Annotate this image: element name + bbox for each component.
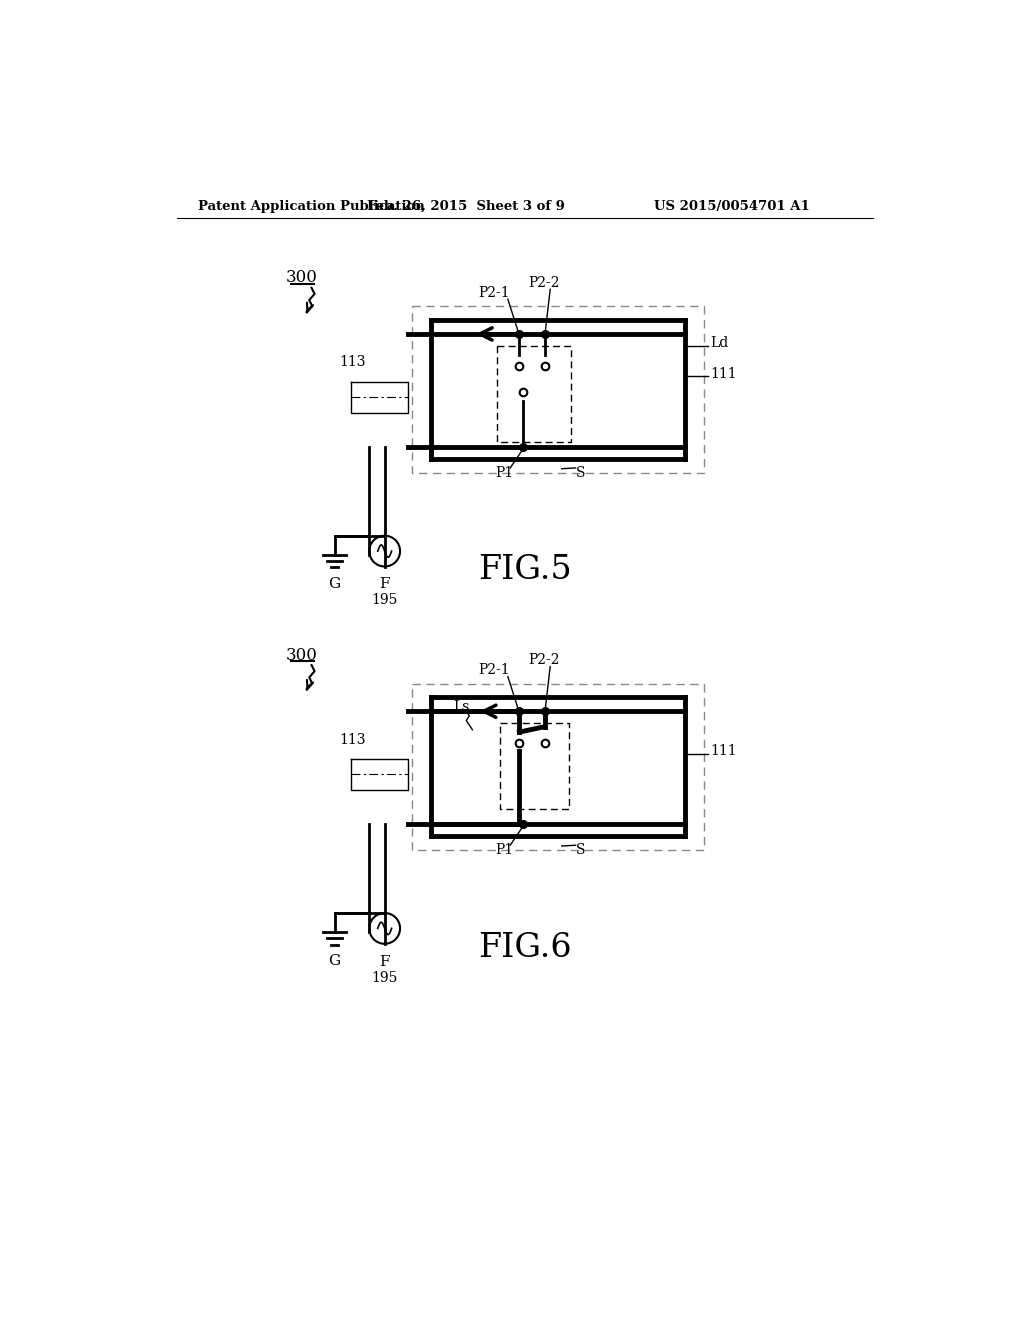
Text: 300: 300 xyxy=(286,269,317,286)
Text: P2-1: P2-1 xyxy=(478,286,510,300)
Text: Patent Application Publication: Patent Application Publication xyxy=(199,199,425,213)
Text: 195: 195 xyxy=(372,970,398,985)
Text: G: G xyxy=(329,577,341,590)
Text: P1: P1 xyxy=(495,466,513,479)
Text: F: F xyxy=(380,954,390,969)
Text: Ls: Ls xyxy=(454,700,470,714)
Text: P2-2: P2-2 xyxy=(528,653,560,668)
Text: 111: 111 xyxy=(711,367,737,381)
Text: P2-2: P2-2 xyxy=(528,276,560,290)
Text: FIG.5: FIG.5 xyxy=(478,554,571,586)
Text: S: S xyxy=(577,466,586,479)
Text: F: F xyxy=(380,577,390,591)
Text: Ld: Ld xyxy=(711,337,729,350)
Text: US 2015/0054701 A1: US 2015/0054701 A1 xyxy=(654,199,810,213)
Text: 111: 111 xyxy=(711,744,737,758)
Text: 300: 300 xyxy=(286,647,317,664)
Text: P2-1: P2-1 xyxy=(478,664,510,677)
Text: 113: 113 xyxy=(339,733,366,747)
Text: 195: 195 xyxy=(372,594,398,607)
Text: S: S xyxy=(577,843,586,857)
Text: 113: 113 xyxy=(339,355,366,370)
Text: G: G xyxy=(329,954,341,968)
Text: FIG.6: FIG.6 xyxy=(478,932,571,964)
Text: Feb. 26, 2015  Sheet 3 of 9: Feb. 26, 2015 Sheet 3 of 9 xyxy=(367,199,564,213)
Text: P1: P1 xyxy=(495,843,513,857)
